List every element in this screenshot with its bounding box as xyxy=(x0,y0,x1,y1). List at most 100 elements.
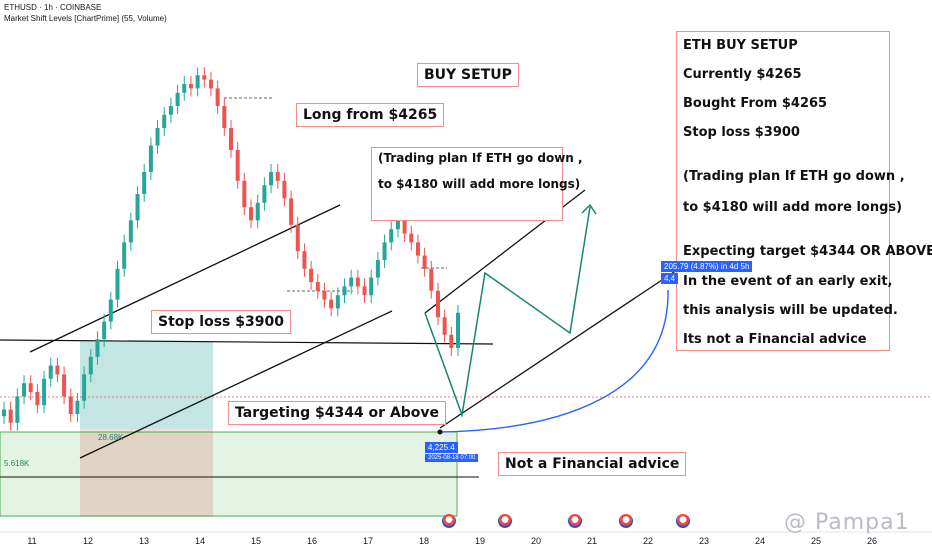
stop-loss-note: Stop loss $3900 xyxy=(151,310,291,334)
candle-body xyxy=(115,268,120,300)
date-badge: 2025-08-18 07:00 xyxy=(425,454,479,462)
candle-body xyxy=(35,392,40,406)
x-tick-label: 18 xyxy=(419,536,429,546)
x-tick-label: 11 xyxy=(27,536,36,546)
candle-body xyxy=(442,317,447,335)
candle-body xyxy=(382,242,387,260)
x-tick-label: 22 xyxy=(643,536,653,546)
candle-body xyxy=(362,286,367,296)
setup-line: (Trading plan If ETH go down , xyxy=(683,169,905,184)
candle-body xyxy=(402,220,407,234)
candle-body xyxy=(449,334,454,348)
candle-body xyxy=(82,374,87,401)
candle-body xyxy=(435,290,440,318)
setup-line: Its not a Financial advice xyxy=(683,332,867,347)
candle-body xyxy=(282,180,287,199)
candle-body xyxy=(202,75,207,80)
candle-body xyxy=(349,277,354,287)
red-stop-zone xyxy=(80,429,213,517)
not-advice-note: Not a Financial advice xyxy=(498,452,687,476)
candle-body xyxy=(8,409,13,423)
candle-body xyxy=(168,106,173,115)
x-tick-label: 23 xyxy=(699,536,709,546)
candle-body xyxy=(422,255,427,269)
candle-body xyxy=(322,290,327,300)
green-target-zone xyxy=(80,341,213,429)
candle-body xyxy=(355,277,360,287)
candle-body xyxy=(456,312,460,348)
trading-plan-note: (Trading plan If ETH go down , to $4180 … xyxy=(371,147,583,221)
candle-body xyxy=(102,321,107,340)
author-watermark: @ Pampa1 xyxy=(784,510,910,535)
x-tick-label: 15 xyxy=(251,536,261,546)
candle-body xyxy=(188,84,193,89)
plan-line-1: (Trading plan If ETH go down , xyxy=(378,151,583,165)
targeting-note: Targeting $4344 or Above xyxy=(228,401,447,425)
candle-body xyxy=(249,207,254,221)
x-tick-label: 21 xyxy=(587,536,597,546)
candle-body xyxy=(148,145,153,172)
us-flag-icon[interactable] xyxy=(676,514,690,528)
blue-projection-arc xyxy=(439,289,669,433)
x-tick-label: 12 xyxy=(83,536,93,546)
stop-loss-line xyxy=(0,339,494,345)
candle-body xyxy=(75,400,80,414)
us-flag-icon[interactable] xyxy=(498,514,512,528)
candle-body xyxy=(135,194,140,221)
event-flag-icon[interactable] xyxy=(442,514,456,528)
candle-body xyxy=(62,374,67,397)
candle-body xyxy=(429,268,434,291)
buy-setup-note: BUY SETUP xyxy=(417,63,519,87)
x-tick-label: 19 xyxy=(475,536,485,546)
upper-trendline-left xyxy=(29,204,341,353)
candles xyxy=(2,67,460,431)
price-marker-dot xyxy=(437,429,443,435)
x-tick-label: 24 xyxy=(755,536,765,546)
setup-line: this analysis will be updated. xyxy=(683,303,898,318)
setup-line: Bought From $4265 xyxy=(683,96,828,111)
candle-body xyxy=(375,260,380,278)
candle-body xyxy=(28,383,33,392)
candle-body xyxy=(262,185,267,203)
x-tick-label: 26 xyxy=(867,536,877,546)
candle-body xyxy=(235,150,240,181)
measure-badge-line1: 205.79 (4.87%) in 4d 5h xyxy=(661,261,753,272)
candle-body xyxy=(342,286,347,296)
candle-body xyxy=(269,172,274,186)
candle-body xyxy=(42,378,47,406)
candle-body xyxy=(195,75,200,89)
us-flag-icon[interactable] xyxy=(568,514,582,528)
candle-body xyxy=(128,220,133,243)
setup-line: In the event of an early exit, xyxy=(683,274,893,289)
candle-body xyxy=(309,268,314,282)
x-tick-label: 20 xyxy=(531,536,541,546)
candle-body xyxy=(142,172,147,194)
candle-body xyxy=(48,365,53,379)
candle-body xyxy=(242,180,247,208)
candle-body xyxy=(335,295,340,309)
candle-body xyxy=(208,79,213,89)
level-label-28k: 28.68K xyxy=(98,433,124,442)
candle-body xyxy=(108,299,113,322)
candle-body xyxy=(182,84,187,93)
lower-trendline-left xyxy=(79,310,393,459)
candle-body xyxy=(68,396,73,414)
candle-body xyxy=(222,106,227,128)
setup-line: Expecting target $4344 OR ABOVE xyxy=(683,244,932,259)
candle-body xyxy=(95,339,100,357)
setup-line: Currently $4265 xyxy=(683,67,802,82)
long-from-note: Long from $4265 xyxy=(296,103,445,127)
candle-body xyxy=(229,128,233,150)
candle-body xyxy=(215,88,220,106)
candle-body xyxy=(2,409,6,417)
candle-body xyxy=(315,282,320,291)
candle-body xyxy=(22,383,27,397)
candle-body xyxy=(88,356,93,375)
candle-body xyxy=(415,242,420,256)
price-badge: 4,225.4 xyxy=(425,442,458,453)
us-flag-icon[interactable] xyxy=(619,514,633,528)
x-tick-label: 14 xyxy=(195,536,205,546)
indicator-header: Market Shift Levels [ChartPrime] (55, Vo… xyxy=(4,14,167,23)
setup-summary-box: ETH BUY SETUP Currently $4265 Bought Fro… xyxy=(676,31,932,351)
